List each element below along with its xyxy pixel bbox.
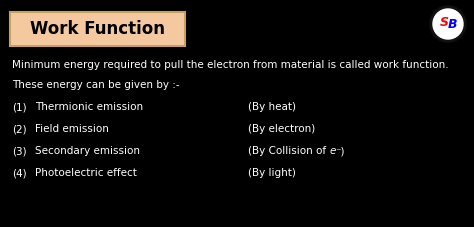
Text: ⁻): ⁻) <box>336 146 345 156</box>
Text: (1): (1) <box>12 102 27 112</box>
Text: Work Function: Work Function <box>30 20 165 38</box>
Text: (By electron): (By electron) <box>248 124 315 134</box>
Text: (4): (4) <box>12 168 27 178</box>
Text: Field emission: Field emission <box>35 124 109 134</box>
Circle shape <box>433 9 463 39</box>
Text: Secondary emission: Secondary emission <box>35 146 140 156</box>
Text: Thermionic emission: Thermionic emission <box>35 102 143 112</box>
Text: S: S <box>439 17 448 30</box>
Text: e: e <box>329 146 336 156</box>
Text: (2): (2) <box>12 124 27 134</box>
Text: (3): (3) <box>12 146 27 156</box>
Text: (By heat): (By heat) <box>248 102 296 112</box>
Text: Photoelectric effect: Photoelectric effect <box>35 168 137 178</box>
Text: B: B <box>447 18 457 32</box>
FancyBboxPatch shape <box>10 12 185 46</box>
Text: These energy can be given by :-: These energy can be given by :- <box>12 80 180 90</box>
Text: (By Collision of: (By Collision of <box>248 146 329 156</box>
Text: Minimum energy required to pull the electron from material is called work functi: Minimum energy required to pull the elec… <box>12 60 448 70</box>
Text: (By light): (By light) <box>248 168 296 178</box>
Circle shape <box>430 6 466 42</box>
